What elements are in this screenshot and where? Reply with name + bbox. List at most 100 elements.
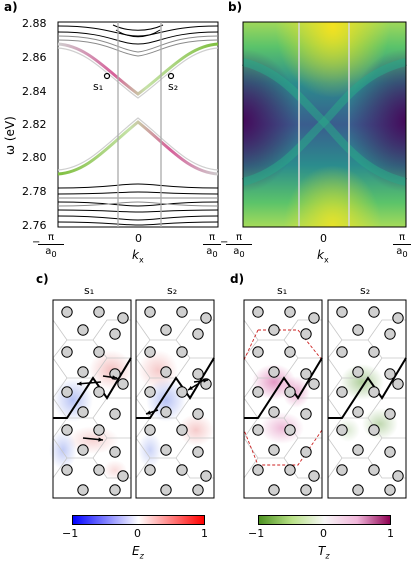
lattice-hole — [61, 306, 73, 318]
lattice-hole — [144, 306, 156, 318]
lattice-hole — [300, 328, 312, 340]
lattice-hole — [160, 484, 172, 496]
lattice-hole — [109, 484, 121, 496]
lattice-hole — [268, 324, 280, 336]
d-cb-label: Tz — [318, 544, 330, 561]
lattice-hole — [176, 464, 188, 476]
c-cb-label: Ez — [132, 544, 144, 561]
lattice-hole — [192, 368, 204, 380]
y-tick: 2.88 — [22, 17, 47, 30]
marker-s2 — [167, 72, 175, 80]
marker-s1 — [103, 72, 111, 80]
lattice-hole — [352, 324, 364, 336]
lattice-hole — [160, 444, 172, 456]
lattice-hole — [336, 306, 348, 318]
lattice-hole — [300, 446, 312, 458]
lattice-hole — [252, 386, 264, 398]
lattice-hole — [252, 346, 264, 358]
panel-label-d: d) — [230, 272, 245, 286]
lattice-hole — [368, 386, 380, 398]
lattice-hole — [144, 464, 156, 476]
lattice-hole — [109, 408, 121, 420]
lattice-hole — [384, 484, 396, 496]
b-x-tick-left: − π a0 — [220, 232, 252, 260]
lattice-hole — [144, 346, 156, 358]
lattice-hole — [368, 464, 380, 476]
lattice-hole — [284, 424, 296, 436]
lattice-hole — [109, 446, 121, 458]
lattice-hole — [160, 406, 172, 418]
lattice-hole — [268, 484, 280, 496]
lattice-hole — [352, 366, 364, 378]
lattice-hole — [77, 406, 89, 418]
lattice-hole — [160, 366, 172, 378]
panel-a-xlabel: kx — [132, 248, 144, 265]
lattice-hole — [308, 470, 320, 482]
c-cb-tick: −1 — [62, 527, 79, 540]
lattice-hole — [368, 346, 380, 358]
lattice-hole — [77, 366, 89, 378]
panel-label-c: c) — [36, 272, 49, 286]
lattice-hole — [336, 424, 348, 436]
lattice-hole — [308, 312, 320, 324]
y-tick: 2.84 — [22, 85, 47, 98]
lattice-hole — [200, 312, 212, 324]
panel-d-field-s2 — [327, 299, 407, 499]
d-cb-tick: −1 — [248, 527, 265, 540]
panel-c-colorbar — [72, 515, 205, 525]
lattice-hole — [160, 324, 172, 336]
x-tick-right: π a0 — [203, 232, 221, 260]
lattice-hole — [192, 484, 204, 496]
lattice-hole — [176, 346, 188, 358]
panel-label-b: b) — [228, 0, 243, 14]
y-tick: 2.78 — [22, 185, 47, 198]
lattice-hole — [336, 386, 348, 398]
lattice-hole — [117, 312, 129, 324]
lattice-hole — [300, 368, 312, 380]
panel-label-a: a) — [4, 0, 18, 14]
lattice-hole — [352, 484, 364, 496]
lattice-hole — [77, 484, 89, 496]
lattice-hole — [352, 406, 364, 418]
lattice-hole — [284, 386, 296, 398]
lattice-hole — [192, 446, 204, 458]
panel-b-xlabel: kx — [317, 248, 329, 265]
lattice-hole — [109, 328, 121, 340]
panel-a-ylabel: ω (eV) — [3, 116, 17, 155]
d-title-s1: s₁ — [277, 284, 288, 297]
panel-d-field-s1 — [243, 299, 323, 499]
lattice-hole — [61, 424, 73, 436]
panel-a-band-plot — [57, 21, 219, 228]
lattice-hole — [117, 470, 129, 482]
lattice-hole — [144, 386, 156, 398]
panel-c-field-s1 — [49, 299, 133, 499]
lattice-hole — [192, 328, 204, 340]
lattice-hole — [392, 378, 404, 390]
lattice-hole — [384, 408, 396, 420]
y-tick: 2.80 — [22, 151, 47, 164]
y-tick: 2.76 — [22, 219, 47, 232]
lattice-hole — [93, 306, 105, 318]
panel-d-colorbar — [258, 515, 391, 525]
lattice-hole — [268, 366, 280, 378]
d-cb-tick: 0 — [320, 527, 327, 540]
lattice-hole — [77, 444, 89, 456]
marker-label-s1: s₁ — [93, 80, 104, 93]
panel-c-field-s2 — [135, 299, 215, 499]
lattice-hole — [77, 324, 89, 336]
b-x-tick-right: π a0 — [393, 232, 411, 260]
lattice-hole — [117, 378, 129, 390]
lattice-hole — [368, 306, 380, 318]
lattice-hole — [93, 386, 105, 398]
lattice-hole — [93, 464, 105, 476]
lattice-hole — [268, 406, 280, 418]
lattice-hole — [93, 424, 105, 436]
lattice-hole — [300, 408, 312, 420]
lattice-hole — [284, 464, 296, 476]
lattice-hole — [252, 424, 264, 436]
panel-b-heatmap — [241, 21, 407, 228]
d-cb-tick: 1 — [387, 527, 394, 540]
lattice-hole — [200, 470, 212, 482]
lattice-hole — [176, 306, 188, 318]
lattice-hole — [308, 378, 320, 390]
